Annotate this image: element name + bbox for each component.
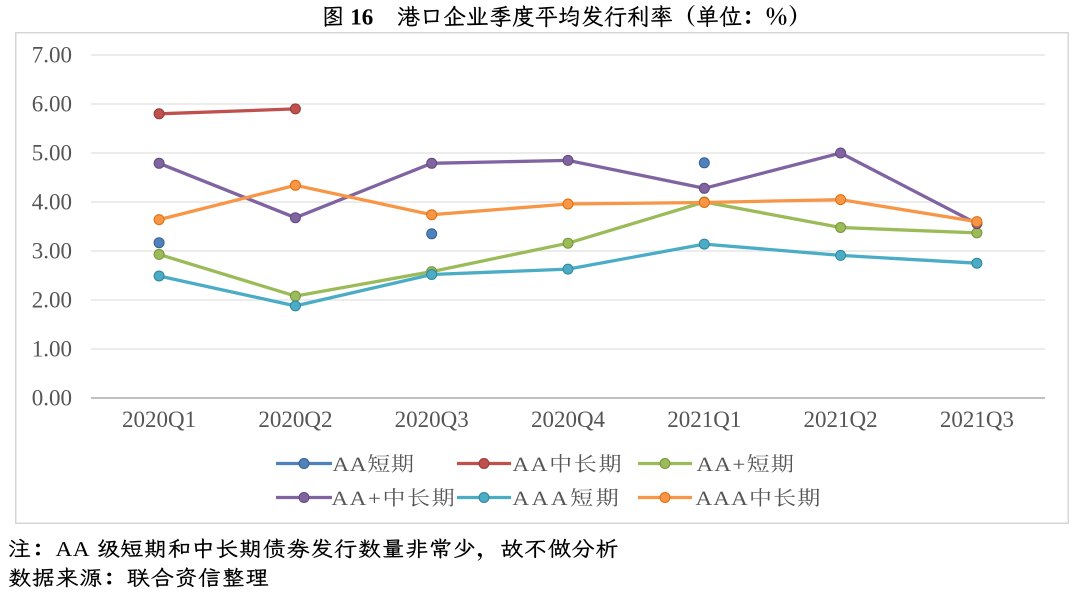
svg-text:6.00: 6.00 [32,92,72,117]
svg-text:2020Q3: 2020Q3 [395,407,469,432]
svg-text:2021Q1: 2021Q1 [667,407,741,432]
svg-text:5.00: 5.00 [32,141,72,166]
svg-text:3.00: 3.00 [32,239,72,264]
svg-text:7.00: 7.00 [32,43,72,68]
svg-text:1.00: 1.00 [32,337,72,362]
svg-text:2020Q2: 2020Q2 [258,407,332,432]
svg-text:2.00: 2.00 [32,288,72,313]
svg-text:0.00: 0.00 [32,386,72,411]
svg-text:2020Q4: 2020Q4 [531,407,606,432]
svg-text:2021Q3: 2021Q3 [940,407,1014,432]
svg-text:2020Q1: 2020Q1 [122,407,196,432]
svg-text:4.00: 4.00 [32,190,72,215]
svg-text:2021Q2: 2021Q2 [804,407,878,432]
